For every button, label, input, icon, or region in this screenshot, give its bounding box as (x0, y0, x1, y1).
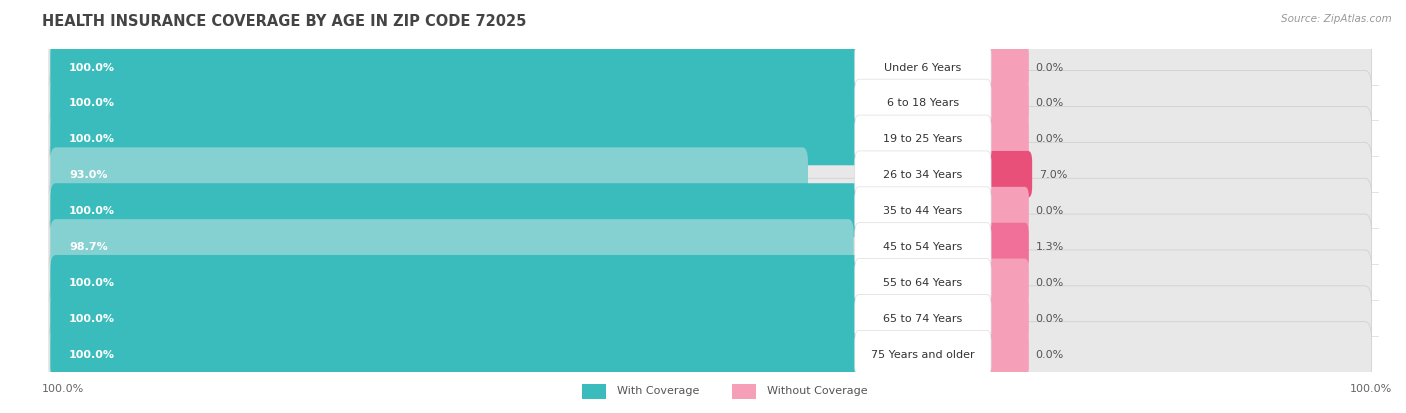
FancyBboxPatch shape (855, 116, 991, 162)
FancyBboxPatch shape (51, 184, 865, 237)
FancyBboxPatch shape (855, 188, 991, 234)
FancyBboxPatch shape (855, 259, 991, 306)
FancyBboxPatch shape (983, 188, 1029, 234)
FancyBboxPatch shape (49, 107, 1372, 171)
Text: 55 to 64 Years: 55 to 64 Years (883, 277, 963, 287)
FancyBboxPatch shape (983, 44, 1029, 91)
Text: Without Coverage: Without Coverage (768, 385, 868, 395)
Text: 75 Years and older: 75 Years and older (872, 349, 974, 359)
FancyBboxPatch shape (855, 223, 991, 270)
FancyBboxPatch shape (49, 215, 1372, 278)
Text: 100.0%: 100.0% (69, 62, 115, 72)
Text: 100.0%: 100.0% (69, 206, 115, 216)
FancyBboxPatch shape (51, 327, 865, 381)
FancyBboxPatch shape (983, 152, 1032, 198)
FancyBboxPatch shape (49, 322, 1372, 386)
FancyBboxPatch shape (51, 40, 865, 94)
FancyBboxPatch shape (855, 80, 991, 126)
Text: 0.0%: 0.0% (1036, 277, 1064, 287)
FancyBboxPatch shape (855, 152, 991, 198)
FancyBboxPatch shape (51, 220, 853, 273)
Text: 45 to 54 Years: 45 to 54 Years (883, 242, 963, 252)
FancyBboxPatch shape (855, 44, 991, 91)
FancyBboxPatch shape (49, 143, 1372, 206)
FancyBboxPatch shape (51, 112, 865, 166)
FancyBboxPatch shape (49, 71, 1372, 135)
Text: 0.0%: 0.0% (1036, 134, 1064, 144)
Text: 100.0%: 100.0% (69, 98, 115, 108)
FancyBboxPatch shape (51, 76, 865, 130)
FancyBboxPatch shape (49, 36, 1372, 99)
Text: Under 6 Years: Under 6 Years (884, 62, 962, 72)
Text: Source: ZipAtlas.com: Source: ZipAtlas.com (1281, 14, 1392, 24)
FancyBboxPatch shape (983, 259, 1029, 306)
Text: 0.0%: 0.0% (1036, 349, 1064, 359)
FancyBboxPatch shape (983, 223, 1029, 270)
Text: 93.0%: 93.0% (69, 170, 108, 180)
Text: 0.0%: 0.0% (1036, 62, 1064, 72)
FancyBboxPatch shape (983, 295, 1029, 341)
FancyBboxPatch shape (51, 291, 865, 345)
Text: 100.0%: 100.0% (1350, 383, 1392, 393)
FancyBboxPatch shape (49, 250, 1372, 314)
Text: 100.0%: 100.0% (69, 313, 115, 323)
Text: 26 to 34 Years: 26 to 34 Years (883, 170, 963, 180)
FancyBboxPatch shape (51, 255, 865, 309)
Text: 100.0%: 100.0% (69, 349, 115, 359)
FancyBboxPatch shape (51, 148, 808, 202)
FancyBboxPatch shape (983, 116, 1029, 162)
FancyBboxPatch shape (49, 286, 1372, 350)
Text: HEALTH INSURANCE COVERAGE BY AGE IN ZIP CODE 72025: HEALTH INSURANCE COVERAGE BY AGE IN ZIP … (42, 14, 527, 29)
Bar (582, 384, 606, 399)
Text: 98.7%: 98.7% (69, 242, 108, 252)
Text: 100.0%: 100.0% (42, 383, 84, 393)
Text: With Coverage: With Coverage (617, 385, 700, 395)
FancyBboxPatch shape (983, 330, 1029, 377)
Text: 0.0%: 0.0% (1036, 98, 1064, 108)
FancyBboxPatch shape (983, 80, 1029, 126)
Text: 1.3%: 1.3% (1036, 242, 1064, 252)
Text: 0.0%: 0.0% (1036, 206, 1064, 216)
Text: 65 to 74 Years: 65 to 74 Years (883, 313, 963, 323)
Text: 7.0%: 7.0% (1039, 170, 1067, 180)
FancyBboxPatch shape (49, 179, 1372, 242)
Text: 19 to 25 Years: 19 to 25 Years (883, 134, 963, 144)
Text: 35 to 44 Years: 35 to 44 Years (883, 206, 963, 216)
FancyBboxPatch shape (855, 330, 991, 377)
Bar (733, 384, 756, 399)
Text: 100.0%: 100.0% (69, 134, 115, 144)
Text: 100.0%: 100.0% (69, 277, 115, 287)
Text: 0.0%: 0.0% (1036, 313, 1064, 323)
FancyBboxPatch shape (855, 295, 991, 341)
Text: 6 to 18 Years: 6 to 18 Years (887, 98, 959, 108)
